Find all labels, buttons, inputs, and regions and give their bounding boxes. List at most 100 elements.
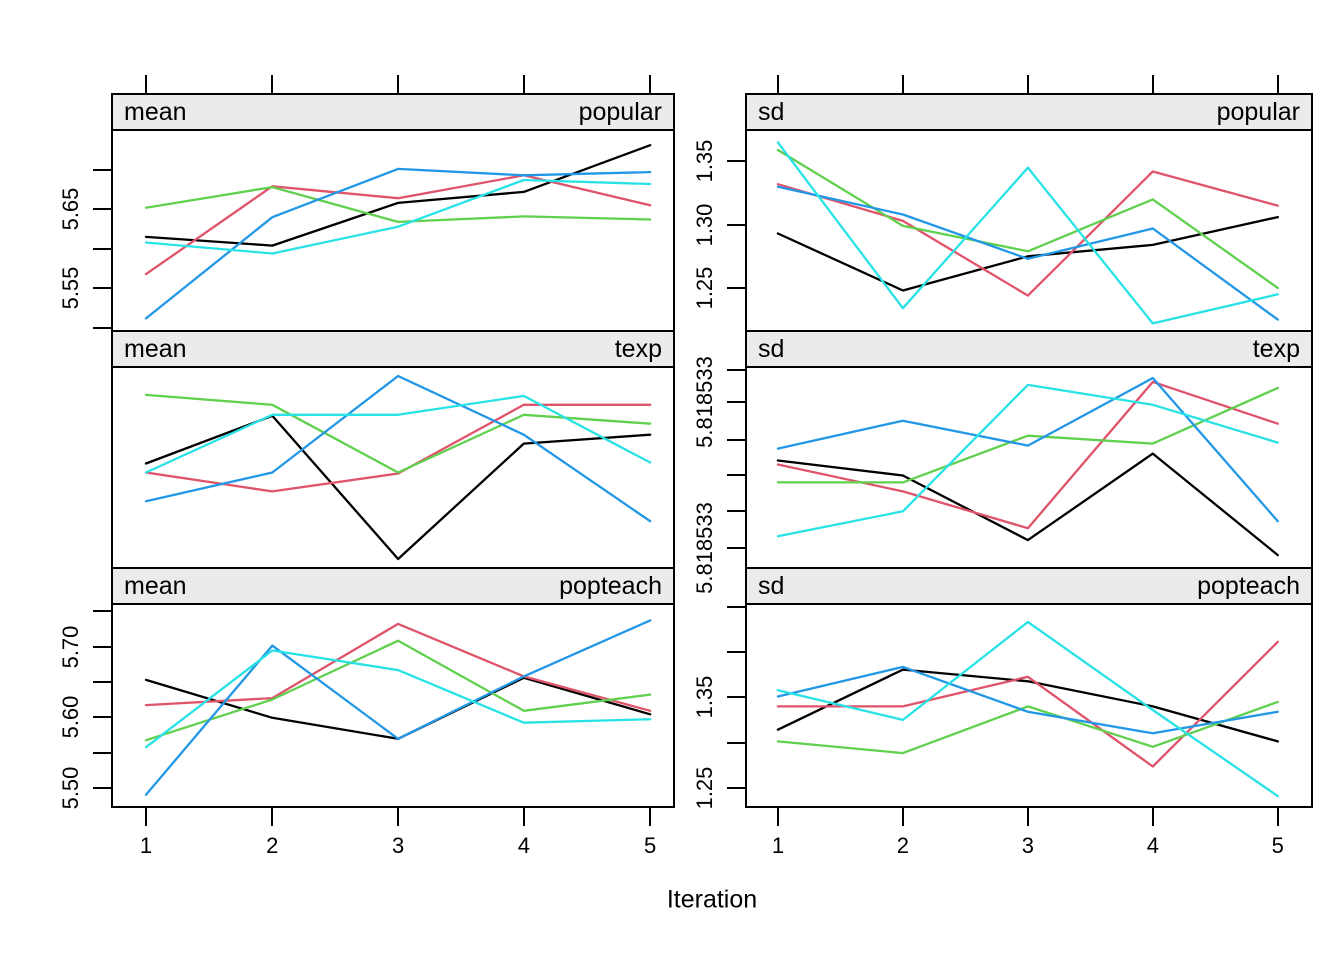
y-tick-sd-popteach (727, 651, 745, 654)
trace-mean-texp-chain-4 (144, 374, 652, 523)
y-tick-label-mean-popular: 5.55 (58, 266, 83, 310)
trace-mean-popteach-chain-4 (144, 619, 652, 796)
x-tick-label-col2: 4 (1146, 833, 1159, 858)
y-tick-mean-popular (93, 208, 111, 211)
trace-mean-popteach-chain-2 (144, 622, 652, 712)
trace-mean-popteach-chain-5 (144, 649, 652, 749)
x-tick-label-col2: 3 (1021, 833, 1034, 858)
trace-mean-popular-chain-4 (144, 167, 652, 320)
trace-sd-texp-chain-4 (776, 376, 1279, 523)
panel-sd-popular (745, 131, 1313, 331)
strip-label-statistic: mean (124, 334, 187, 363)
trace-svg-mean-texp (144, 374, 652, 561)
y-tick-label-mean-popteach: 5.70 (58, 625, 83, 669)
top-x-tick-col1 (271, 75, 274, 93)
strip-mean-popteach: mean popteach (111, 567, 675, 605)
top-x-tick-col1 (397, 75, 400, 93)
y-tick-sd-texp (727, 438, 745, 441)
x-axis-title: Iteration (666, 885, 758, 914)
x-tick-label-col1: 4 (517, 833, 530, 858)
trace-mean-popular-chain-5 (144, 178, 652, 255)
y-tick-sd-texp (727, 547, 745, 550)
y-tick-label-sd-popteach: 1.25 (692, 766, 717, 810)
y-tick-label-sd-popular: 1.30 (692, 203, 717, 247)
x-tick-label-col2: 1 (771, 833, 785, 858)
trace-mean-popteach-chain-1 (144, 676, 652, 740)
y-tick-mean-popteach (93, 610, 111, 613)
x-tick-col2 (901, 808, 904, 826)
x-tick-col1 (271, 808, 274, 826)
trace-mean-texp-chain-5 (144, 394, 652, 474)
x-tick-label-col1: 1 (139, 833, 153, 858)
trace-sd-texp-chain-2 (776, 380, 1279, 530)
x-tick-label-col2: 5 (1271, 833, 1284, 858)
y-tick-mean-popteach (93, 645, 111, 648)
trace-sd-popular-chain-4 (776, 185, 1279, 321)
strip-label-statistic: mean (124, 571, 187, 600)
x-tick-col1 (522, 808, 525, 826)
strip-label-statistic: mean (124, 97, 187, 126)
top-x-tick-col1 (649, 75, 652, 93)
panel-mean-texp (111, 368, 675, 567)
strip-label-statistic: sd (758, 571, 785, 600)
trace-sd-popteach-chain-4 (776, 665, 1279, 735)
x-tick-col2 (1026, 808, 1029, 826)
strip-sd-popteach: sd popteach (745, 567, 1313, 605)
y-tick-sd-popteach (727, 605, 745, 608)
strip-label-variable: texp (1252, 334, 1300, 363)
strip-label-variable: popteach (1197, 571, 1300, 600)
strip-mean-texp: mean texp (111, 330, 675, 368)
trace-svg-mean-popteach (144, 619, 652, 796)
y-tick-mean-popular (93, 287, 111, 290)
y-tick-mean-popular (93, 168, 111, 171)
trace-sd-popular-chain-2 (776, 170, 1279, 297)
x-tick-col2 (776, 808, 779, 826)
y-tick-label-sd-popular: 1.25 (692, 266, 717, 310)
y-tick-sd-texp (727, 368, 745, 371)
y-tick-label-sd-texp: 5.818533 (692, 355, 717, 448)
top-x-tick-col2 (1151, 75, 1154, 93)
y-tick-sd-popular (727, 160, 745, 163)
y-tick-sd-popular (727, 286, 745, 289)
y-tick-sd-texp (727, 474, 745, 477)
trace-svg-sd-popteach (776, 620, 1279, 798)
top-x-tick-col2 (776, 75, 779, 93)
y-tick-mean-popteach (93, 716, 111, 719)
y-tick-sd-popular (727, 223, 745, 226)
x-tick-label-col1: 2 (266, 833, 279, 858)
trace-mean-popular-chain-3 (144, 185, 652, 224)
top-x-tick-col2 (901, 75, 904, 93)
x-tick-label-col2: 2 (896, 833, 910, 858)
y-tick-sd-texp (727, 400, 745, 403)
x-tick-col2 (1276, 808, 1279, 826)
trace-sd-popular-chain-5 (776, 141, 1279, 325)
strip-label-statistic: sd (758, 334, 785, 363)
x-tick-col1 (649, 808, 652, 826)
panel-sd-popteach (745, 605, 1313, 808)
panel-mean-popular (111, 131, 675, 331)
trace-mean-popular-chain-1 (144, 144, 652, 247)
x-tick-col1 (144, 808, 147, 826)
trace-mean-texp-chain-3 (144, 393, 652, 474)
x-tick-label-col1: 3 (391, 833, 405, 858)
top-x-tick-col1 (522, 75, 525, 93)
trace-svg-sd-popular (776, 141, 1279, 325)
strip-label-variable: texp (614, 334, 662, 363)
y-tick-mean-popteach (93, 787, 111, 790)
x-tick-label-col1: 5 (644, 833, 657, 858)
trace-sd-popteach-chain-5 (776, 620, 1279, 798)
y-tick-label-sd-popular: 1.35 (692, 139, 717, 183)
y-tick-label-mean-popteach: 5.60 (58, 696, 83, 739)
top-x-tick-col2 (1276, 75, 1279, 93)
trace-sd-popular-chain-3 (776, 148, 1279, 290)
y-tick-sd-texp (727, 510, 745, 513)
y-tick-label-mean-popteach: 5.50 (58, 766, 83, 810)
trace-sd-popteach-chain-2 (776, 640, 1279, 768)
x-tick-col2 (1151, 808, 1154, 826)
y-tick-mean-popteach (93, 681, 111, 684)
panel-mean-popteach (111, 605, 675, 808)
strip-mean-popular: mean popular (111, 93, 675, 131)
trace-sd-popteach-chain-1 (776, 668, 1279, 743)
trace-svg-sd-texp (776, 376, 1279, 557)
